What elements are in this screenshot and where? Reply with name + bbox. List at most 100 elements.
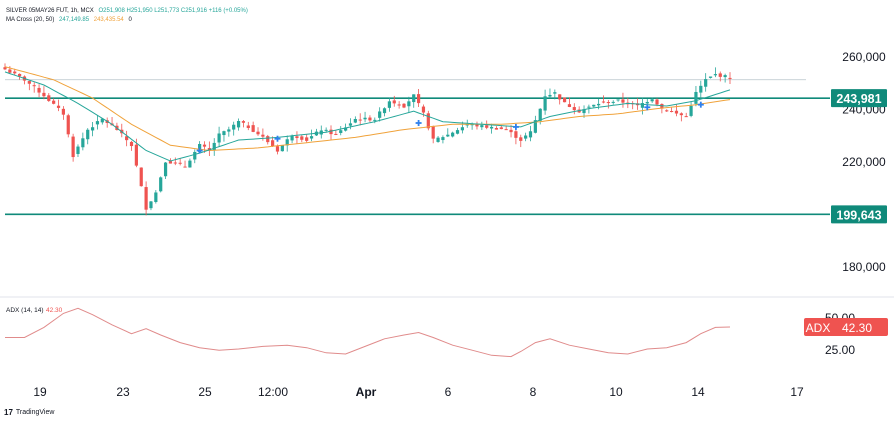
level-badge [831, 205, 887, 224]
candle [548, 88, 552, 99]
candle [694, 86, 698, 107]
ma-cross-label: MA Cross (20, 50) [6, 17, 55, 23]
candle-body [183, 166, 187, 168]
candle [509, 125, 513, 138]
candle-body [305, 137, 309, 141]
candle-body [329, 129, 333, 135]
candle-body [13, 71, 17, 74]
candle-body [504, 129, 508, 131]
candle-body [125, 136, 129, 141]
candle [718, 71, 722, 82]
candle-body [611, 101, 615, 103]
candle-body [694, 91, 698, 104]
candle-body [149, 201, 153, 209]
x-tick-label: 17 [790, 385, 804, 399]
y-tick-label: 220,000 [842, 155, 886, 169]
candle [713, 67, 718, 78]
candle-body [387, 101, 391, 108]
candle-body [465, 124, 469, 126]
candle-body [524, 135, 528, 139]
x-tick-label: 25 [198, 385, 212, 399]
candle [704, 73, 708, 92]
candle [246, 121, 250, 131]
x-tick-label: Apr [356, 385, 377, 399]
candle-body [144, 187, 148, 210]
x-tick-label: 8 [530, 385, 537, 399]
ma-cross-marker-icon [697, 101, 704, 108]
candle [61, 106, 65, 120]
candle [723, 73, 727, 83]
candle-body [163, 162, 168, 177]
candle-body [538, 108, 542, 121]
candle-body [392, 100, 396, 104]
candle-body [344, 127, 348, 131]
candle-body [139, 167, 143, 187]
candle-body [640, 103, 645, 108]
candle [22, 75, 27, 85]
candle [431, 125, 435, 144]
candle [475, 121, 479, 130]
candle [222, 130, 226, 142]
candle-body [309, 136, 314, 139]
candle-body [489, 126, 494, 129]
candle [81, 132, 85, 151]
candle [407, 96, 411, 113]
candle [188, 158, 192, 168]
candle-body [47, 95, 51, 101]
ma-cross-marker-icon [196, 147, 203, 154]
y-tick-label: 180,000 [842, 260, 886, 274]
candle-body [655, 99, 659, 105]
candle-body [246, 125, 250, 128]
candle [519, 134, 523, 148]
candle-body [71, 136, 75, 158]
candle-body [37, 87, 41, 93]
candle [207, 141, 211, 156]
candle [149, 201, 153, 211]
candle-body [519, 137, 523, 141]
ma-cross-marker-icon [644, 104, 651, 111]
candle [553, 89, 557, 100]
x-tick-label: 23 [116, 385, 130, 399]
candle-body [353, 118, 357, 123]
candle-body [285, 139, 289, 146]
candle [562, 97, 567, 103]
adx-y-tick-label: 25.00 [825, 343, 855, 357]
candle [163, 161, 168, 179]
candle [446, 128, 450, 138]
candle-body [645, 101, 649, 104]
candle-body [193, 151, 197, 160]
candle [387, 97, 391, 112]
ma-cross-marker-icon [415, 120, 422, 127]
candle-body [66, 115, 70, 135]
adx-line [5, 307, 731, 358]
candle-body [499, 127, 503, 130]
candle-body [232, 124, 236, 130]
candle [708, 76, 713, 79]
candle-body [222, 131, 226, 136]
candle [144, 181, 148, 216]
candle-body [572, 107, 576, 111]
candle [193, 149, 197, 164]
candle [684, 112, 688, 118]
candle-body [173, 162, 177, 164]
candle [178, 158, 182, 166]
candle [27, 80, 31, 91]
candle [397, 101, 401, 109]
candle [295, 131, 299, 144]
candle-body [178, 162, 182, 164]
candle [480, 121, 484, 131]
candle-body [348, 123, 353, 126]
candle-body [553, 92, 557, 94]
candle-body [446, 134, 450, 137]
candle [66, 113, 70, 138]
candle-body [95, 121, 100, 125]
candle-body [339, 130, 343, 133]
y-tick-label: 260,000 [842, 50, 886, 64]
candle-body [363, 117, 367, 120]
candle-body [56, 105, 61, 108]
x-tick-label: 14 [691, 385, 705, 399]
candle [42, 86, 46, 100]
candle [416, 89, 421, 107]
candle [13, 68, 17, 76]
